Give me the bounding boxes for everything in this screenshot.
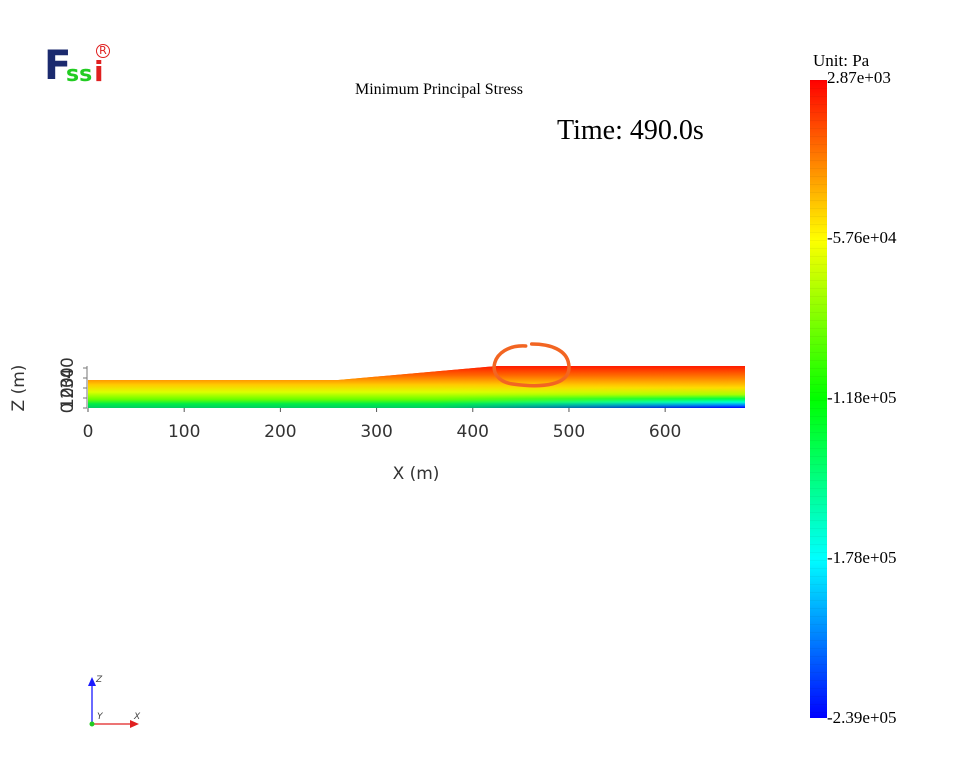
stress-field xyxy=(88,366,745,408)
annotation-layer xyxy=(492,342,571,388)
triad-z-arrow xyxy=(88,677,96,686)
logo-ss-letters: ss xyxy=(66,62,93,87)
logo-f-letter: F xyxy=(44,43,72,89)
z-tick-label: 40 xyxy=(58,357,78,379)
z-tick-label: 30 xyxy=(58,367,78,389)
plot-title: Minimum Principal Stress xyxy=(355,81,523,98)
hand-drawn-circle-annotation xyxy=(492,342,571,388)
triad-y-label: Y xyxy=(97,712,104,722)
colorbar-label-max: 2.87e+03 xyxy=(827,68,891,87)
fssi-logo: F ss i R xyxy=(44,44,114,94)
z-axis-title: Z (m) xyxy=(9,365,29,412)
colorbar-label-4: -1.78e+05 xyxy=(827,548,897,567)
registered-mark-icon: R xyxy=(96,44,110,58)
stress-field-left xyxy=(88,366,745,408)
x-tick-label: 500 xyxy=(553,422,585,442)
colorbar xyxy=(810,80,827,718)
time-label: Time: 490.0s xyxy=(557,115,704,146)
colorbar-label-3: -1.18e+05 xyxy=(827,388,897,407)
x-tick-label: 600 xyxy=(649,422,681,442)
x-tick-label: 100 xyxy=(168,422,200,442)
x-tick-label: 300 xyxy=(360,422,392,442)
orientation-triad: Z Y X xyxy=(88,675,141,728)
x-tick-label: 200 xyxy=(264,422,296,442)
z-tick-label: 0 xyxy=(58,403,78,414)
x-axis-title: X (m) xyxy=(393,464,440,484)
z-tick-label: 10 xyxy=(58,387,78,409)
colorbar-unit-label: Unit: Pa xyxy=(813,51,870,70)
x-tick-label: 0 xyxy=(83,422,94,442)
triad-x-arrow xyxy=(130,720,139,728)
z-tick-label: 20 xyxy=(58,377,78,399)
triad-z-label: Z xyxy=(95,675,103,685)
logo-i-letter: i xyxy=(94,55,104,88)
colorbar-label-min: -2.39e+05 xyxy=(827,708,897,727)
colorbar-label-2: -5.76e+04 xyxy=(827,228,897,247)
triad-x-label: X xyxy=(133,712,141,722)
x-tick-label: 400 xyxy=(457,422,489,442)
triad-y-origin xyxy=(89,721,95,727)
